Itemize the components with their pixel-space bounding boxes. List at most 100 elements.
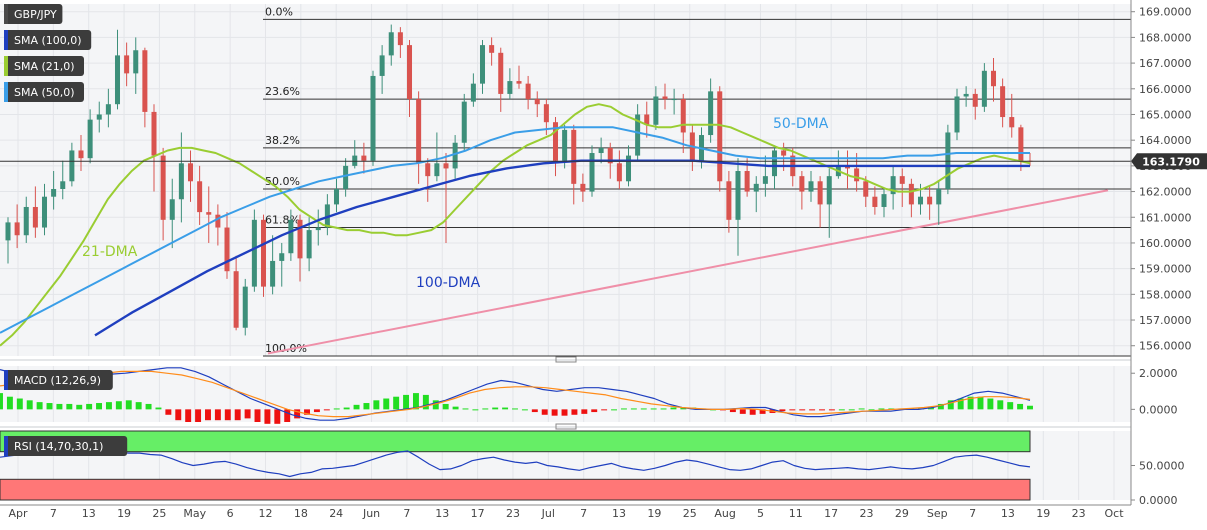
macd-histogram-bar — [531, 409, 538, 413]
candle-body — [516, 81, 522, 84]
macd-histogram-bar — [363, 403, 370, 410]
candle-body — [580, 183, 586, 192]
candle-body — [51, 188, 57, 197]
x-tick-label: 17 — [824, 507, 838, 520]
x-tick-label: 23 — [506, 507, 520, 520]
candle-body — [361, 155, 367, 161]
macd-histogram-bar — [145, 403, 152, 410]
y-tick-label: 158.0000 — [1139, 288, 1192, 301]
y-tick-label: 160.0000 — [1139, 237, 1192, 250]
x-tick-label: 25 — [152, 507, 166, 520]
candle-body — [406, 45, 413, 100]
y-tick-label: 157.0000 — [1139, 314, 1192, 327]
macd-histogram-bar — [125, 400, 132, 410]
candle-body — [87, 119, 93, 159]
candle-body — [23, 206, 29, 236]
rsi-line — [0, 447, 1031, 478]
x-tick-label: 18 — [294, 507, 308, 520]
legend-badge-bg — [4, 4, 63, 24]
fib-level-label: 61.8% — [265, 214, 300, 227]
candle-body — [881, 194, 887, 207]
macd-histogram-bar — [284, 409, 291, 422]
macd-histogram-bar — [551, 409, 558, 416]
rsi-label: RSI (14,70,30,1) — [4, 436, 128, 456]
x-tick-label: 23 — [1072, 507, 1086, 520]
macd-histogram-bar — [472, 409, 479, 411]
candle-body — [726, 181, 732, 220]
macd-histogram-bar — [749, 409, 756, 415]
x-tick-label: 17 — [471, 507, 485, 520]
candle-body — [78, 150, 84, 159]
y-tick-label: 165.0000 — [1139, 108, 1192, 121]
x-tick-label: Sep — [927, 507, 948, 520]
macd-histogram-bar — [779, 409, 786, 412]
sma100-line — [94, 159, 1030, 337]
macd-histogram-bar — [0, 393, 3, 410]
candle-body — [160, 155, 166, 220]
macd-histogram-bar — [967, 396, 974, 410]
x-tick-label: Jul — [541, 507, 555, 520]
candle-body — [653, 96, 659, 125]
last-price-tag-bg — [1131, 153, 1207, 170]
macd-histogram-bar — [6, 396, 13, 410]
candle-body — [507, 81, 513, 94]
candle-body — [708, 91, 714, 136]
macd-histogram-bar — [789, 409, 796, 411]
macd-histogram-bar — [224, 409, 231, 421]
panel-background-0 — [0, 4, 1131, 356]
candle-body — [206, 212, 212, 215]
annotation-100dma: 100-DMA — [416, 275, 481, 291]
x-tick-label: Oct — [1104, 507, 1124, 520]
candle-body — [288, 219, 294, 254]
candle-body — [370, 75, 376, 161]
candle-body — [461, 101, 467, 143]
macd-histogram-bar — [175, 409, 182, 421]
macd-histogram-bar — [234, 409, 241, 421]
macd-histogram-bar — [383, 398, 390, 410]
macd-histogram-bar — [739, 409, 746, 414]
macd-histogram-bar — [373, 400, 380, 410]
macd-histogram-bar — [828, 409, 835, 411]
candle-body — [297, 219, 303, 259]
macd-histogram-bar — [16, 398, 23, 410]
legend-badge-label: GBP/JPY — [14, 8, 57, 21]
candle-body — [151, 111, 157, 156]
x-tick-label: 12 — [258, 507, 272, 520]
candle-body — [114, 55, 121, 105]
macd-histogram-bar — [86, 403, 93, 410]
candle-body — [306, 230, 312, 259]
macd-histogram-bar — [452, 406, 459, 410]
candle-body — [14, 222, 20, 236]
macd-histogram-bar — [502, 407, 509, 410]
x-tick-label: 7 — [969, 507, 976, 520]
macd-histogram-bar — [1027, 405, 1033, 410]
fib-level-label: 23.6% — [265, 85, 300, 98]
macd-histogram-bar — [561, 409, 568, 416]
legend-badge-swatch — [4, 4, 8, 24]
candle-body — [470, 83, 476, 102]
candle-body — [890, 176, 896, 195]
y-tick-label: 162.0000 — [1139, 186, 1192, 199]
macd-histogram-bar — [432, 400, 439, 410]
candle-body — [963, 93, 969, 97]
legend-badge-label: SMA (50,0) — [14, 86, 75, 99]
macd-histogram-bar — [660, 408, 667, 410]
macd-histogram-bar — [670, 407, 677, 410]
macd-histogram-bar — [581, 409, 588, 414]
x-tick-label: Aug — [714, 507, 735, 520]
candle-body — [443, 163, 449, 169]
annotation-50dma: 50-DMA — [773, 116, 829, 132]
macd-tick-label: 0.0000 — [1139, 403, 1178, 416]
candle-body — [744, 171, 750, 192]
legend-badge-swatch — [4, 56, 8, 76]
macd-histogram-bar — [304, 409, 310, 415]
candle-body — [753, 183, 759, 192]
candle-body — [671, 99, 677, 101]
candle-body — [187, 163, 194, 182]
candle-body — [5, 222, 11, 241]
macd-histogram-bar — [601, 409, 608, 411]
candle-body — [598, 147, 604, 154]
candle-body — [41, 196, 48, 228]
macd-histogram-bar — [878, 408, 885, 410]
